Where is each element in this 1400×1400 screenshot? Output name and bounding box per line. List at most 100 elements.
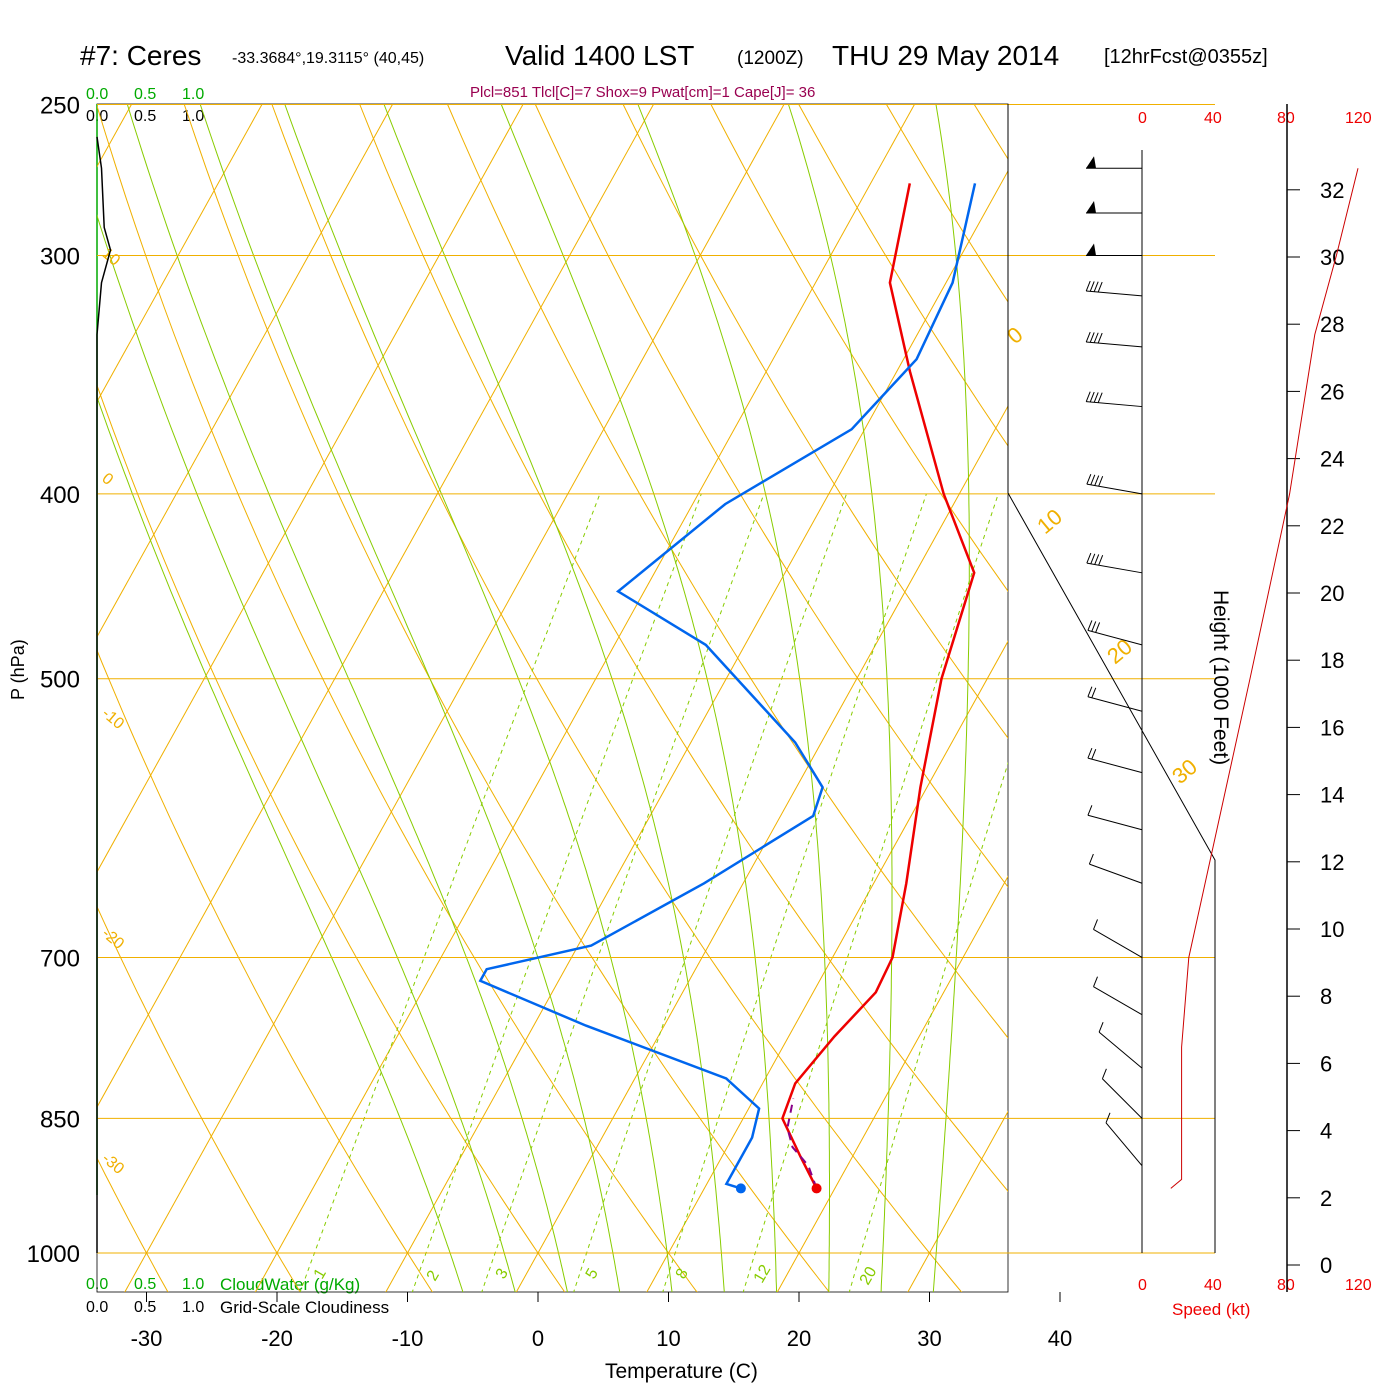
dry-adiabat	[1214, 71, 1400, 1294]
wind-barb-feather	[1087, 686, 1093, 697]
height-tick-label: 12	[1320, 850, 1344, 875]
isotherm-line	[776, 875, 1008, 1292]
dry-adiabat	[183, 104, 830, 1292]
height-tick-label: 26	[1320, 379, 1344, 404]
dry-adiabat	[97, 383, 566, 1292]
height-tick-label: 0	[1320, 1253, 1332, 1278]
isotherm-line	[97, 104, 263, 403]
height-tick-label: 28	[1320, 312, 1344, 337]
mixing-ratio-label: 1	[311, 1266, 330, 1282]
wind-barb-feather	[1101, 1068, 1107, 1079]
wind-barb-staff	[1093, 929, 1143, 958]
height-tick-label: 30	[1320, 245, 1344, 270]
wind-barb-flag	[1086, 156, 1096, 169]
dry-adiabat	[97, 104, 698, 1292]
wind-barb-feather	[1087, 747, 1093, 759]
speed-bottom-tick-80: 80	[1277, 1277, 1295, 1294]
wind-barb-feather	[1085, 331, 1091, 343]
temperature-tick-label: 10	[656, 1326, 680, 1351]
moist-adiabat	[126, 104, 568, 1292]
wind-barb-feather	[1098, 1021, 1104, 1033]
dry-adiabat	[97, 1157, 169, 1292]
wind-barb-staff	[1086, 401, 1143, 408]
isotherm-line	[124, 104, 785, 1292]
dewpoint-profile	[478, 183, 977, 1190]
wind-barb-feather	[1091, 621, 1097, 632]
pressure-tick-label: 700	[40, 945, 80, 972]
cloudwater-label: CloudWater (g/Kg)	[220, 1275, 361, 1294]
height-tick-label: 6	[1320, 1051, 1332, 1076]
bottom-cloudwater-tick-2: 1.0	[182, 1276, 205, 1293]
site-title: #7: Ceres	[80, 40, 202, 71]
top-cloudiness-tick-2: 1.0	[182, 108, 205, 125]
dry-adiabat	[622, 104, 1008, 739]
moist-adiabat	[932, 104, 970, 1292]
isotherm-line	[97, 104, 394, 638]
mixing-ratio-label: 5	[583, 1266, 602, 1282]
wind-barb-feather	[1094, 475, 1100, 486]
bottom-cloudiness-tick-1: 0.5	[134, 1299, 157, 1316]
top-cloudwater-tick-1: 0.5	[134, 86, 157, 103]
dry-adiabat	[1301, 71, 1400, 1294]
bottom-cloudiness-tick-2: 1.0	[182, 1299, 205, 1316]
moist-adiabat	[97, 395, 464, 1292]
dry-adiabat	[1388, 71, 1400, 1294]
wind-barb-feather	[1090, 553, 1096, 564]
wind-barb-feather	[1091, 748, 1097, 760]
wind-barb-feather	[1097, 281, 1103, 293]
wind-barb-staff	[1089, 863, 1143, 884]
wind-barb-staff	[1086, 290, 1143, 297]
dry-adiabat	[0, 71, 36, 1294]
mixing-ratio-label: 8	[673, 1266, 692, 1282]
speed-top-tick-40: 40	[1204, 110, 1222, 127]
dry-adiabat-label: 10	[1032, 504, 1067, 539]
wind-barb-feather	[1093, 919, 1098, 930]
dry-adiabat	[97, 905, 301, 1292]
wind-barb-feather	[1085, 391, 1091, 402]
wind-barb-feather	[1095, 622, 1101, 633]
mixing-ratio-line	[299, 493, 601, 1292]
wind-barb-staff	[1087, 757, 1143, 774]
valid-date: THU 29 May 2014	[832, 40, 1060, 71]
dry-adiabat	[797, 104, 1008, 447]
wind-barb-feather	[1097, 332, 1103, 344]
moist-adiabat	[383, 104, 725, 1292]
wind-barb-feather	[1105, 1112, 1111, 1123]
pressure-tick-label: 250	[40, 92, 80, 119]
temperature-tick-label: 30	[917, 1326, 941, 1351]
speed-bottom-tick-120: 120	[1345, 1277, 1372, 1294]
pressure-tick-label: 850	[40, 1106, 80, 1133]
wind-barb-staff	[1087, 696, 1143, 712]
wind-barb-feather	[1089, 332, 1095, 343]
isotherm-label: -20	[98, 925, 127, 953]
wind-barb-feather	[1093, 281, 1099, 292]
wind-barb-flag	[1086, 243, 1096, 256]
wind-barb-feather	[1089, 281, 1095, 292]
wind-barb-staff	[1102, 1078, 1143, 1119]
height-tick-label: 24	[1320, 447, 1344, 472]
valid-time: Valid 1400 LST	[505, 40, 695, 71]
plot-area	[0, 71, 1400, 1294]
surface-dewpoint-marker	[735, 1183, 746, 1194]
speed-bottom-tick-0: 0	[1138, 1277, 1147, 1294]
speed-top-tick-80: 80	[1277, 110, 1295, 127]
dry-adiabat	[446, 104, 1008, 1039]
wind-barb-feather	[1088, 853, 1094, 865]
dry-adiabat	[97, 649, 433, 1292]
temperature-tick-label: 0	[532, 1326, 544, 1351]
moist-adiabat	[199, 104, 621, 1292]
wind-barb-feather	[1090, 474, 1096, 486]
wind-barb-feather	[1087, 805, 1093, 816]
temperature-tick-label: 40	[1048, 1326, 1072, 1351]
moist-adiabat	[637, 104, 830, 1292]
surface-temperature-marker	[811, 1183, 822, 1194]
height-tick-label: 10	[1320, 917, 1344, 942]
stability-indices: Plcl=851 Tlcl[C]=7 Shox=9 Pwat[cm]=1 Cap…	[470, 84, 816, 101]
wind-barb-staff	[1087, 629, 1143, 646]
top-cloudwater-tick-2: 1.0	[182, 86, 205, 103]
temperature-profile	[781, 183, 976, 1189]
wind-barb-staff	[1098, 1031, 1143, 1069]
bottom-cloudiness-tick-0: 0.0	[86, 1299, 109, 1316]
cloudiness-label: Grid-Scale Cloudiness	[220, 1298, 390, 1317]
moist-adiabat	[500, 104, 778, 1292]
